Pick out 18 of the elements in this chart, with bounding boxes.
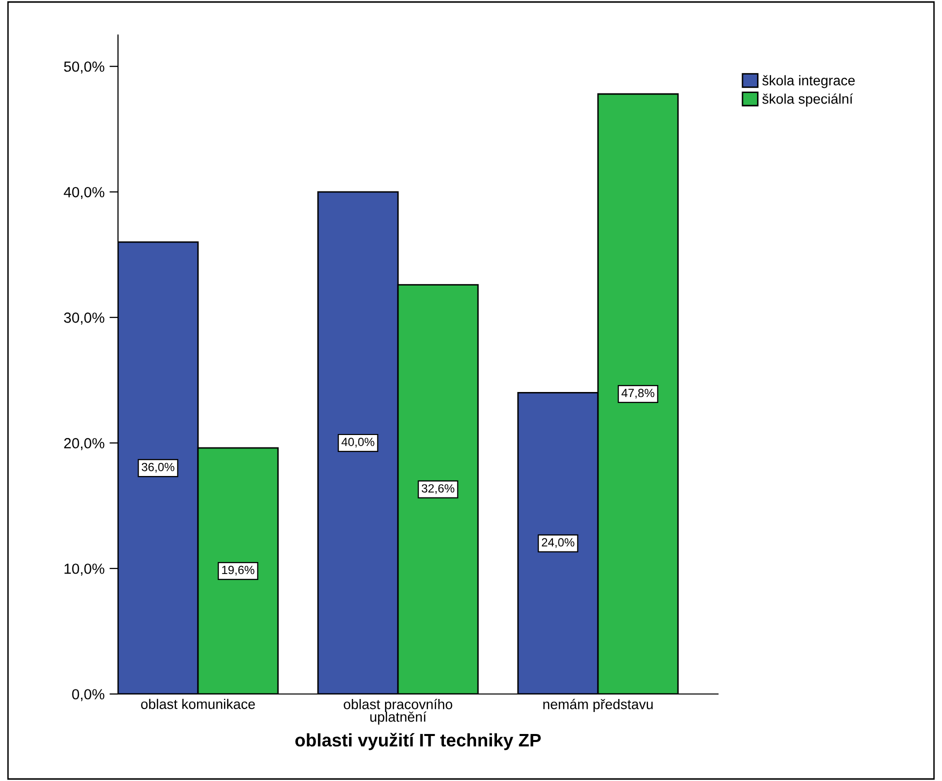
x-tick-label: nemám představu	[543, 698, 653, 712]
y-tick-label: 10,0%	[64, 564, 104, 576]
x-axis-title: oblasti využití IT techniky ZP	[295, 732, 541, 750]
y-tick-label: 50,0%	[64, 61, 104, 74]
y-tick-label: 0,0%	[72, 689, 104, 702]
x-tick-label: oblast komunikace	[141, 698, 255, 710]
y-tick-label: 20,0%	[64, 438, 104, 450]
y-tick-label: 30,0%	[64, 312, 104, 325]
data-label: 19,6%	[222, 566, 254, 576]
x-tick-label: oblast pracovního uplatnění	[344, 698, 452, 725]
legend-label: škola integrace	[762, 75, 855, 88]
data-label: 32,6%	[422, 484, 454, 494]
data-label: 47,8%	[622, 388, 654, 399]
data-label: 24,0%	[542, 538, 574, 548]
y-tick-label: 40,0%	[64, 187, 104, 200]
legend-label: škola speciální	[762, 93, 853, 107]
data-label: 36,0%	[142, 462, 174, 473]
data-label: 40,0%	[342, 438, 374, 448]
